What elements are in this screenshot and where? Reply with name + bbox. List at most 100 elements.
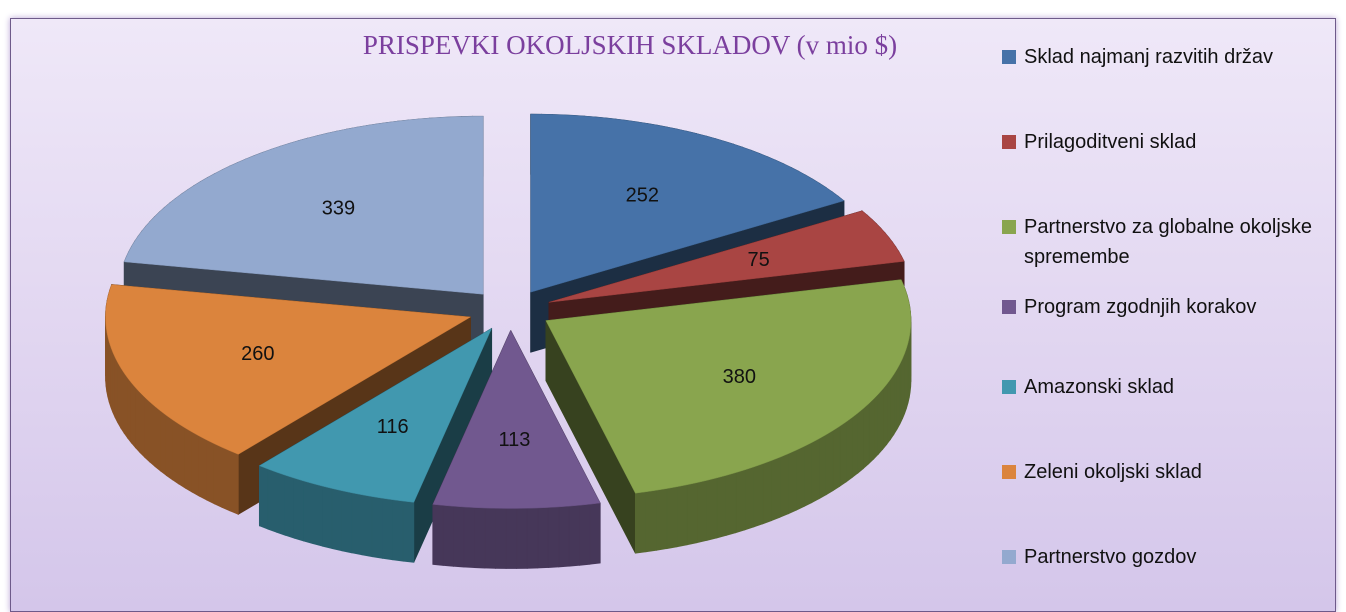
slice-side	[442, 504, 454, 567]
legend-swatch	[1002, 465, 1016, 479]
data-label: 116	[377, 416, 409, 438]
slice-side	[312, 483, 323, 547]
slice-side	[221, 446, 231, 512]
legend-entry: Partnerstvo gozdov	[1000, 542, 1344, 572]
slice-side	[868, 398, 875, 465]
slice-side	[139, 391, 146, 459]
slice-side	[845, 416, 853, 483]
slice-side	[666, 486, 678, 550]
legend-label: Partnerstvo za globalne okoljske spremem…	[1024, 216, 1312, 268]
slice-side	[117, 361, 122, 430]
legend-entry: Zeleni okoljski sklad	[1000, 457, 1344, 487]
slice-side	[213, 443, 223, 509]
slice-side	[432, 503, 444, 566]
slice-side	[120, 366, 125, 435]
slice-side	[484, 507, 496, 569]
slice-side	[258, 465, 269, 530]
slice-side	[474, 507, 486, 569]
slice-top	[530, 113, 845, 293]
legend-entry: Prilagoditveni sklad	[1000, 127, 1344, 157]
slice-side	[276, 471, 286, 536]
legend-entry: Sklad najmanj razvitih držav	[1000, 42, 1344, 72]
slice-side	[453, 505, 465, 568]
legend-entry: Amazonski sklad	[1000, 372, 1344, 402]
data-label: 380	[723, 366, 756, 388]
slice-side	[706, 477, 718, 541]
slice-side	[382, 497, 394, 561]
slice-side	[896, 363, 901, 430]
slice-side	[144, 396, 151, 463]
legend-swatch	[1002, 220, 1016, 234]
slice-side	[371, 496, 383, 559]
slice-side	[154, 405, 161, 472]
slice-top	[258, 327, 493, 503]
slice-side	[825, 429, 834, 496]
slice-side	[160, 410, 167, 477]
slice-top	[123, 116, 484, 295]
slice-side	[839, 421, 847, 487]
slice-side	[803, 441, 813, 508]
slice-side	[877, 388, 884, 456]
slice-side	[645, 489, 657, 553]
legend-label: Prilagoditveni sklad	[1024, 131, 1197, 153]
legend-label: Amazonski sklad	[1024, 376, 1175, 398]
slice-side	[331, 488, 343, 552]
slice-side	[229, 450, 239, 515]
slice-side	[537, 507, 549, 569]
slice-side	[696, 479, 708, 544]
slice-side	[725, 472, 737, 536]
slice-side	[165, 414, 173, 481]
legend-label: Zeleni okoljski sklad	[1024, 461, 1202, 483]
slice-side	[206, 439, 215, 505]
data-label: 339	[322, 198, 355, 220]
slice-side	[686, 482, 698, 546]
slice	[432, 329, 601, 569]
data-label: 252	[626, 184, 659, 206]
slice-side	[811, 437, 820, 504]
slice	[123, 115, 484, 355]
slice-side	[127, 376, 132, 444]
slice-side	[361, 494, 373, 558]
slice-side	[779, 453, 789, 518]
slice-side	[392, 499, 404, 562]
slice-side	[505, 508, 518, 569]
slice-top	[548, 210, 905, 303]
slice-side	[198, 435, 208, 501]
slice-side	[526, 507, 539, 569]
data-label: 113	[498, 429, 530, 451]
legend-swatch	[1002, 380, 1016, 394]
legend-swatch	[1002, 135, 1016, 149]
slice-side	[191, 431, 200, 497]
slice-side	[516, 507, 528, 569]
slice-side	[771, 456, 781, 522]
data-label: 75	[747, 249, 769, 271]
slice-side	[293, 477, 304, 542]
slice-side	[402, 500, 415, 563]
slice-top	[545, 279, 912, 494]
slice-side	[495, 507, 507, 569]
chart-title: PRISPEVKI OKOLJSKIH SKLADOV (v mio $)	[363, 30, 897, 60]
slice-side	[351, 492, 363, 556]
slice-top	[432, 329, 601, 509]
slice-side	[818, 433, 827, 500]
slice-side	[463, 506, 475, 569]
slice-side	[130, 381, 136, 449]
slice	[545, 279, 912, 554]
slice-side	[123, 371, 128, 440]
slice-side	[886, 378, 891, 446]
slice-side	[135, 386, 141, 454]
slice-side	[787, 449, 797, 515]
slice-side	[589, 502, 601, 565]
slice-top	[105, 284, 472, 455]
slice-side	[851, 412, 859, 479]
slice-side	[149, 400, 156, 468]
slice-side	[873, 393, 879, 460]
slice-side	[322, 485, 333, 550]
slice-side	[172, 418, 180, 485]
slice-side	[178, 423, 186, 489]
legend-label: Sklad najmanj razvitih držav	[1024, 46, 1273, 68]
slice-side	[863, 402, 870, 470]
slice-side	[634, 491, 647, 554]
